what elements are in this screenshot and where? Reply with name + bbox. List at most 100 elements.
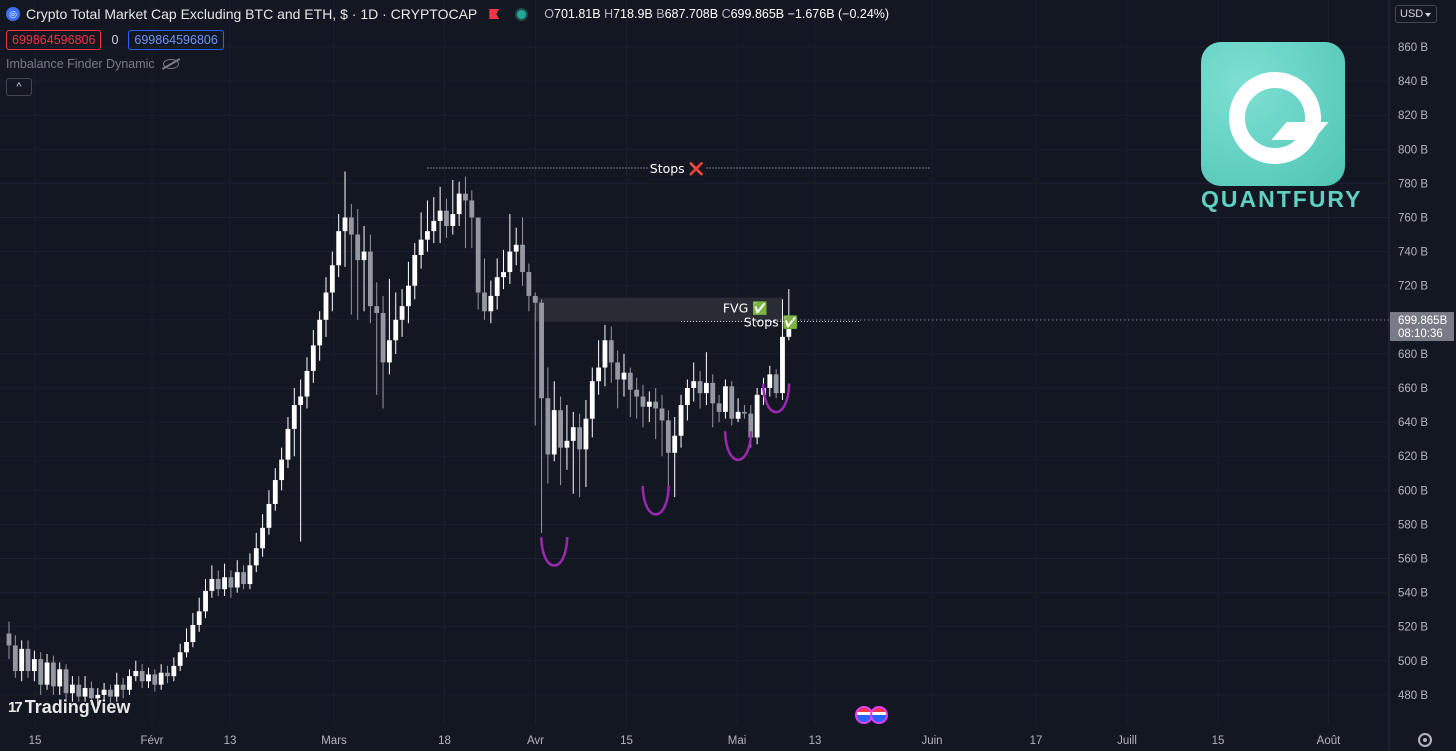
gear-icon[interactable] xyxy=(1418,733,1432,747)
economic-event-markers[interactable] xyxy=(855,706,888,724)
candle-body xyxy=(627,372,633,390)
x-tick-label: 13 xyxy=(809,735,822,747)
candle-body xyxy=(640,396,646,407)
candle-body xyxy=(570,427,576,441)
candle-body xyxy=(558,410,563,448)
candle-body xyxy=(684,388,690,406)
flag-icon[interactable] xyxy=(489,9,500,19)
candle-body xyxy=(203,590,208,612)
open-value: 701.81B xyxy=(554,7,601,21)
y-tick-label: 600 B xyxy=(1398,485,1428,497)
x-axis: 15 Févr 13 Mars 18 Avr 15 Mai 13 Juin 17 Juill 15 Aoû… xyxy=(29,735,1342,747)
candle-body xyxy=(209,578,215,591)
candle-body xyxy=(25,648,31,672)
tradingview-logo[interactable]: 17 TradingView xyxy=(8,697,130,718)
candle-body xyxy=(260,527,265,549)
y-tick-label: 820 B xyxy=(1398,110,1428,122)
candle-body xyxy=(184,642,189,653)
indicator-legend[interactable]: Imbalance Finder Dynamic xyxy=(6,57,179,71)
annotations: Stops ❌ Stops ✅ xyxy=(427,160,931,330)
candle-body xyxy=(336,231,342,266)
change-value: −1.676B (−0.24%) xyxy=(787,7,890,21)
candle-body xyxy=(114,684,120,697)
cryptocap-symbol-icon[interactable]: ◎ xyxy=(6,7,20,21)
high-value: 718.9B xyxy=(613,7,653,21)
x-tick-label: 15 xyxy=(1212,735,1225,747)
collapse-legend-button[interactable]: ^ xyxy=(6,78,32,96)
buy-button[interactable]: 699864596806 xyxy=(128,30,224,50)
candle-body xyxy=(190,624,196,643)
candle-body xyxy=(723,386,728,412)
candle-body xyxy=(241,572,246,585)
x-tick-label: 13 xyxy=(224,735,237,747)
candle-body xyxy=(165,672,170,677)
candle-body xyxy=(253,548,259,566)
chart-header: ◎ Crypto Total Market Cap Excluding BTC … xyxy=(6,6,889,22)
stops-label-low: Stops ✅ xyxy=(744,315,798,330)
candle-body xyxy=(342,217,348,232)
tradingview-icon: 17 xyxy=(8,699,23,716)
candle-body xyxy=(431,220,437,232)
candle-body xyxy=(196,611,202,625)
us-flag-icon[interactable] xyxy=(870,706,888,724)
bottom-markers xyxy=(539,383,791,567)
candle-body xyxy=(329,265,335,293)
candle-body xyxy=(691,381,697,388)
candle-body xyxy=(773,374,779,394)
x-tick-label: Juin xyxy=(921,735,942,747)
candle-body xyxy=(621,372,627,380)
candle-body xyxy=(754,394,760,438)
candle-body xyxy=(729,386,735,419)
y-tick-label: 540 B xyxy=(1398,588,1428,600)
chart-title[interactable]: Crypto Total Market Cap Excluding BTC an… xyxy=(26,6,478,22)
stops-label-high: Stops ❌ xyxy=(650,161,704,177)
candle-body xyxy=(247,565,253,585)
candle-body xyxy=(228,577,234,588)
candle-body xyxy=(63,669,69,694)
last-price-value: 699.865B xyxy=(1398,315,1448,327)
y-tick-label: 760 B xyxy=(1398,213,1428,225)
candle-body xyxy=(450,214,456,227)
eye-hidden-icon[interactable] xyxy=(162,59,179,69)
candle-body xyxy=(348,217,354,235)
candle-body xyxy=(545,398,551,455)
candle-body xyxy=(285,428,291,460)
currency-select[interactable]: USD xyxy=(1395,5,1437,23)
candle-body xyxy=(272,480,278,504)
candle-body xyxy=(120,684,126,690)
candle-body xyxy=(101,689,107,695)
candle-body xyxy=(222,577,227,590)
trade-buttons: 699864596806 0 699864596806 xyxy=(6,30,224,50)
sell-button[interactable]: 699864596806 xyxy=(6,30,102,50)
indicator-name[interactable]: Imbalance Finder Dynamic xyxy=(6,57,155,71)
y-tick-label: 720 B xyxy=(1398,281,1428,293)
y-tick-label: 740 B xyxy=(1398,247,1428,259)
candle-body xyxy=(361,251,367,261)
x-tick-label: Avr xyxy=(527,735,544,747)
candle-body xyxy=(266,503,272,528)
candle-body xyxy=(501,272,506,278)
fvg-zone xyxy=(535,297,783,322)
candle-body xyxy=(608,340,614,363)
candle-body xyxy=(697,381,703,394)
x-tick-label: Mars xyxy=(321,735,347,747)
spread-value: 0 xyxy=(111,33,119,47)
x-tick-label: Mai xyxy=(728,735,747,747)
tradingview-wordmark: TradingView xyxy=(24,697,131,717)
u-curve-marker xyxy=(539,536,569,567)
candle-body xyxy=(19,648,25,672)
market-status-icon[interactable] xyxy=(515,7,529,21)
candle-body xyxy=(310,345,316,371)
candle-body xyxy=(596,367,602,382)
candle-body xyxy=(456,193,462,215)
candle-body xyxy=(418,239,424,256)
candle-body xyxy=(615,362,621,380)
x-tick-label: Févr xyxy=(141,735,164,747)
candle-body xyxy=(735,411,741,419)
candle-body xyxy=(412,255,418,286)
stops-label-bg xyxy=(648,160,706,177)
x-tick-label: 15 xyxy=(29,735,42,747)
candle-body xyxy=(748,413,754,438)
candle-body xyxy=(393,319,399,341)
